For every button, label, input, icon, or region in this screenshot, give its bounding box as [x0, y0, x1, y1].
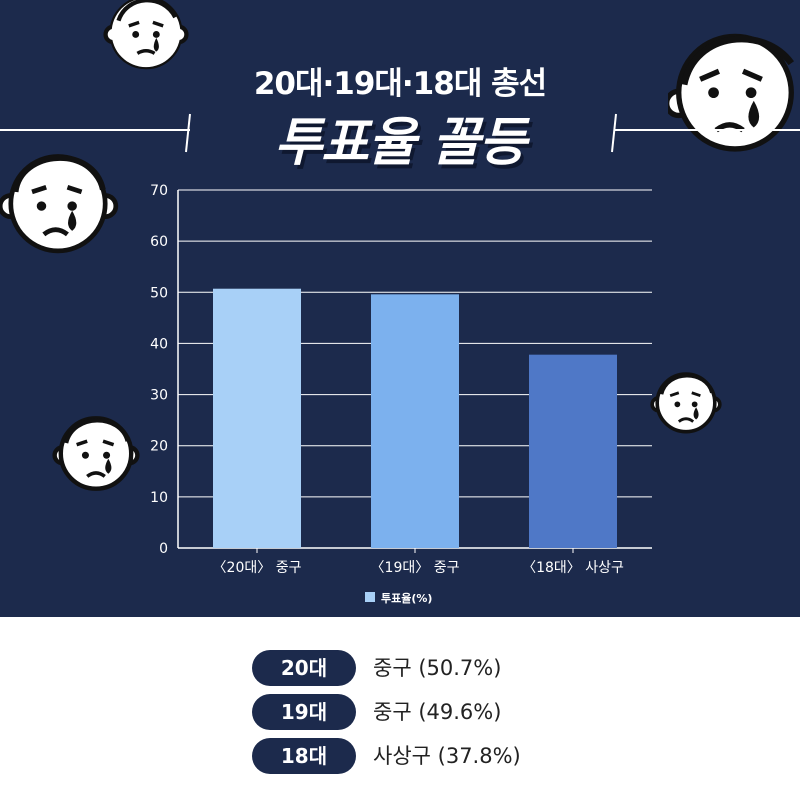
- y-tick-label: 20: [150, 439, 168, 455]
- y-tick-label: 40: [150, 336, 168, 352]
- chart-title-line1: 20대·19대·18대 총선: [253, 66, 547, 102]
- crying-face-icon: [0, 154, 119, 254]
- x-tick-label: 〈19대〉 중구: [371, 560, 460, 576]
- summary-row: 18대 사상구 (37.8%): [252, 738, 672, 774]
- legend-swatch: [365, 592, 375, 602]
- y-tick-label: 70: [150, 183, 168, 199]
- title-divider-right: [611, 113, 800, 153]
- summary-list: 20대 중구 (50.7%) 19대 중구 (49.6%) 18대 사상구 (3…: [0, 617, 800, 800]
- bar: [529, 354, 617, 548]
- y-tick-label: 60: [150, 234, 168, 250]
- crying-face-icon: [650, 372, 722, 434]
- summary-text: 사상구 (37.8%): [373, 744, 521, 768]
- x-tick-label: 〈20대〉 중구: [213, 560, 302, 576]
- legend-label: 투표율(%): [381, 592, 432, 605]
- bar: [213, 288, 301, 548]
- summary-row: 20대 중구 (50.7%): [252, 650, 672, 686]
- crying-face-icon: [668, 33, 795, 152]
- crying-face-icon: [103, 0, 189, 70]
- infographic-panel: 20대·19대·18대 총선 투표율 꼴등 0 10 20 30 40 50 60 70 〈20…: [0, 0, 800, 617]
- election-badge: 19대: [252, 694, 356, 730]
- y-tick-label: 0: [159, 541, 168, 557]
- x-tick-label: 〈18대〉 사상구: [522, 560, 624, 576]
- y-tick-label: 10: [150, 490, 168, 506]
- election-badge: 18대: [252, 738, 356, 774]
- y-tick-label: 30: [150, 388, 168, 404]
- crying-face-icon: [52, 416, 140, 491]
- y-tick-label: 50: [150, 285, 168, 301]
- election-badge: 20대: [252, 650, 356, 686]
- summary-text: 중구 (50.7%): [373, 656, 502, 680]
- bar: [371, 294, 459, 548]
- summary-text: 중구 (49.6%): [373, 700, 502, 724]
- bar-chart: 0 10 20 30 40 50 60 70 〈20대〉 중구 〈19대〉 중구 〈18대〉 사상구…: [150, 183, 652, 605]
- title-divider-left: [0, 113, 191, 153]
- chart-title-line2: 투표율 꼴등: [274, 113, 526, 173]
- summary-row: 19대 중구 (49.6%): [252, 694, 672, 730]
